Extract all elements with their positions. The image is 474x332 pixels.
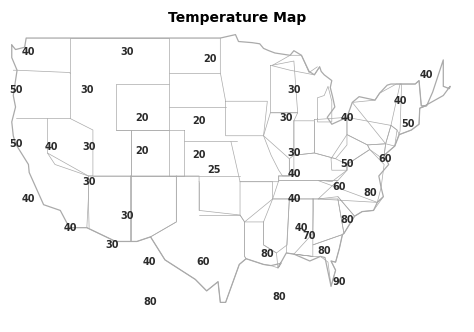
Text: 80: 80 [363,188,376,198]
Text: 30: 30 [120,47,134,57]
Text: 40: 40 [295,223,308,233]
Text: 60: 60 [378,154,392,164]
Text: 90: 90 [333,277,346,287]
Text: 50: 50 [401,119,414,129]
Text: 30: 30 [82,177,96,187]
Text: 50: 50 [9,85,22,95]
Text: 30: 30 [120,211,134,221]
Text: 60: 60 [333,183,346,193]
Text: 30: 30 [82,142,96,152]
Text: 20: 20 [136,146,149,156]
Title: Temperature Map: Temperature Map [168,11,306,25]
Text: 80: 80 [272,291,285,302]
Text: 30: 30 [287,85,301,95]
Text: 20: 20 [136,114,149,124]
Text: 20: 20 [204,54,217,64]
Text: 40: 40 [22,194,35,204]
Text: 40: 40 [287,194,301,204]
Text: 30: 30 [80,85,93,95]
Text: 80: 80 [340,214,354,225]
Text: 40: 40 [420,70,433,80]
Text: 40: 40 [22,47,35,57]
Text: 40: 40 [143,257,156,267]
Text: 50: 50 [340,159,354,169]
Text: 30: 30 [105,240,118,250]
Text: 40: 40 [393,96,407,106]
Text: 40: 40 [287,169,301,179]
Text: 40: 40 [45,142,58,152]
Text: 50: 50 [9,139,22,149]
Text: 30: 30 [280,114,293,124]
Text: 70: 70 [302,231,316,241]
Text: 80: 80 [318,246,331,256]
Text: 30: 30 [287,148,301,158]
Text: 40: 40 [64,223,77,233]
Text: 60: 60 [196,257,210,267]
Text: 20: 20 [192,150,206,160]
Text: 25: 25 [208,165,221,175]
Text: 80: 80 [261,249,274,259]
Text: 80: 80 [143,297,156,307]
Text: 40: 40 [340,114,354,124]
Text: 20: 20 [192,116,206,126]
